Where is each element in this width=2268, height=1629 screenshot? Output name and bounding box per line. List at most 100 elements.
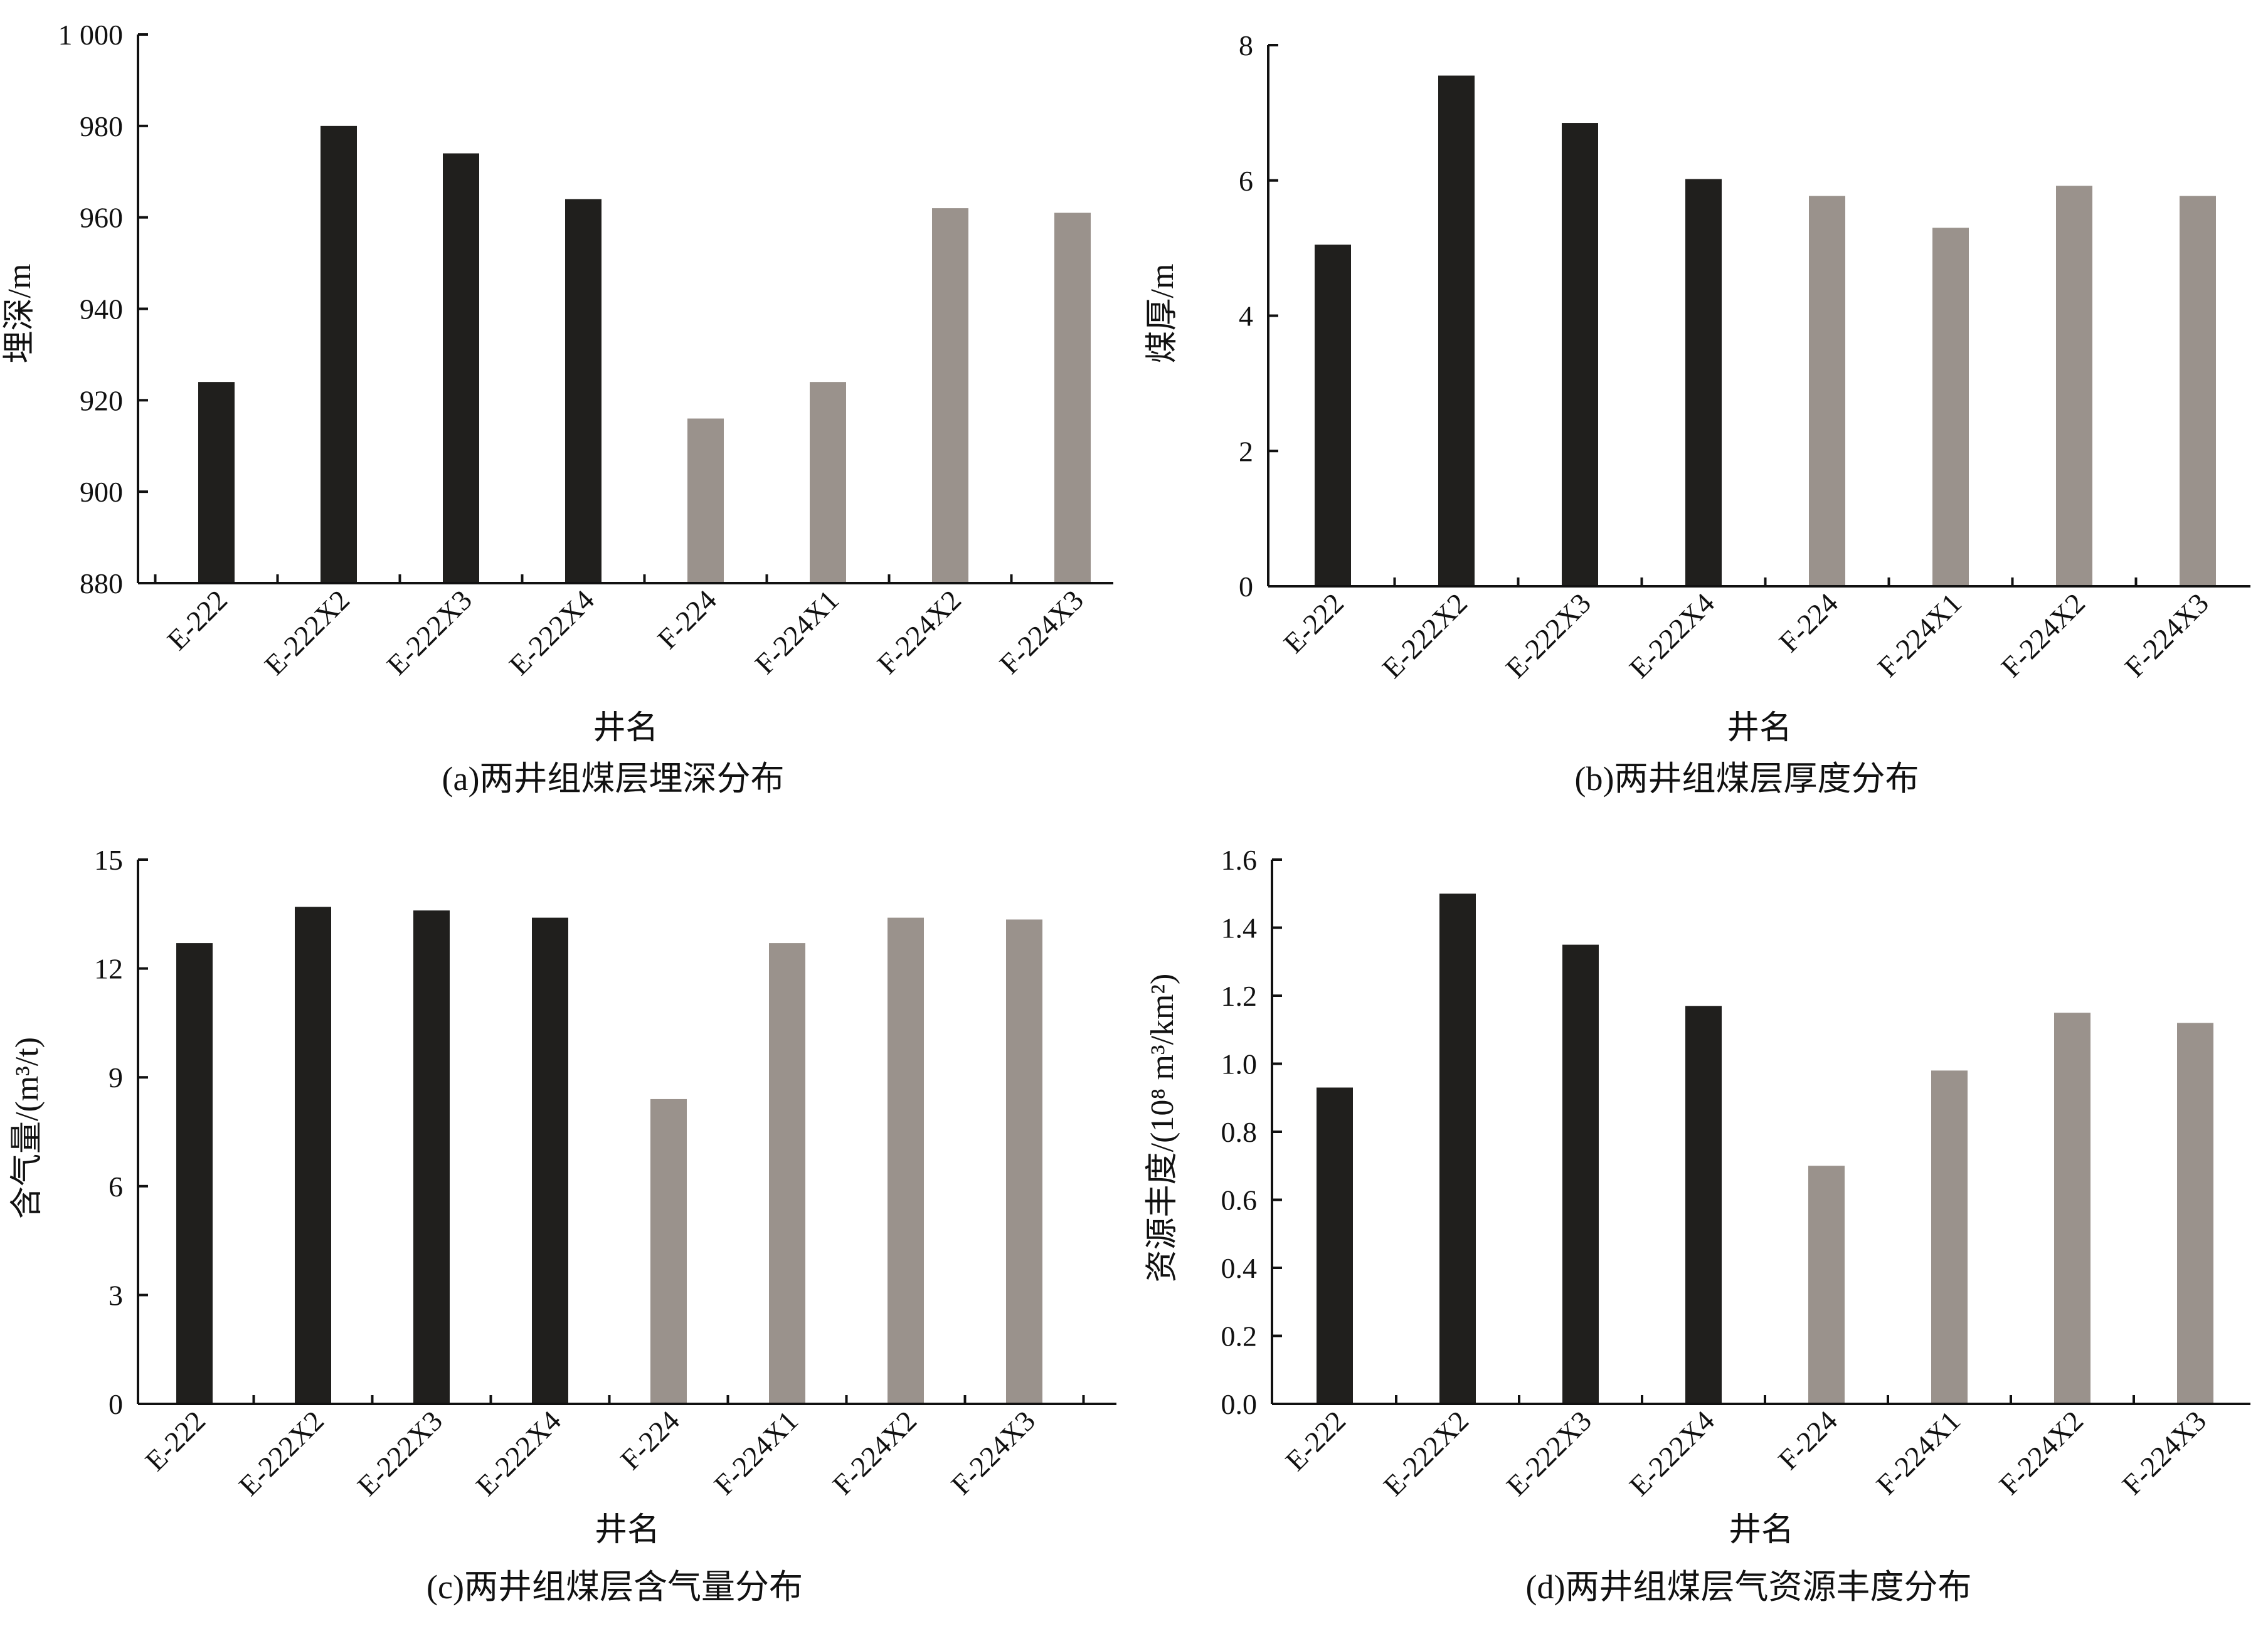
x-tick-label: F-224: [1773, 587, 1844, 658]
y-tick-label: 900: [80, 476, 123, 508]
bar-f-224x1: [810, 382, 846, 583]
x-tick-label: F-224: [614, 1405, 686, 1476]
bar-e-222: [1317, 1087, 1353, 1404]
bar-f-224x3: [1006, 919, 1042, 1404]
x-tick-label: E-222X4: [470, 1405, 567, 1502]
y-axis-label: 资源丰度/(10⁸ m³/km²): [1145, 974, 1180, 1283]
x-axis-label: 井名: [1727, 710, 1792, 746]
bar-e-222: [1315, 245, 1351, 586]
x-tick-label: F-224: [651, 584, 723, 655]
chart-caption: (b)两井组煤层厚度分布: [1575, 760, 1919, 798]
chart-panel-b: 0 2 4 6 8 E-222 E-222X2 E-222X3 E-222X4 F-224 F-22…: [1134, 0, 2268, 814]
x-tick-label: F-224X1: [1872, 587, 1968, 683]
bar-e-222x3: [1562, 123, 1598, 586]
x-tick-label: E-222X2: [233, 1405, 330, 1502]
y-tick-label: 0.4: [1221, 1252, 1258, 1284]
bar-f-224x1: [769, 943, 805, 1404]
x-tick-label: F-224X3: [994, 584, 1090, 680]
y-axis-label: 含气量/(m³/t): [9, 1037, 45, 1219]
bar-series: [1315, 75, 2216, 586]
y-tick-label: 0: [109, 1388, 123, 1420]
bar-e-222x2: [1438, 75, 1475, 586]
y-tick-label: 0.2: [1221, 1321, 1258, 1352]
x-tick-label: E-222: [1280, 1405, 1352, 1477]
chart-svg: 0 3 6 9 12 15 E-222 E-222X2 E-222X3 E-222X4 F-224 F…: [9, 844, 1116, 1606]
y-tick-label: 0.0: [1221, 1388, 1258, 1420]
bar-e-222x4: [565, 199, 601, 583]
bar-f-224x3: [1054, 213, 1091, 583]
x-tick-label: E-222X4: [1623, 587, 1720, 684]
bar-f-224x3: [2177, 1023, 2213, 1404]
x-axis-label: 井名: [593, 710, 658, 746]
bar-f-224: [650, 1099, 687, 1404]
y-tick-label: 980: [80, 110, 123, 142]
y-tick-label: 880: [80, 567, 123, 599]
x-tick-label: E-222X2: [1376, 587, 1473, 684]
bar-e-222x3: [443, 153, 479, 584]
bar-e-222x4: [1685, 179, 1722, 586]
bar-e-222x2: [1439, 894, 1476, 1404]
bar-f-224x2: [888, 917, 924, 1404]
y-tick-label: 1 000: [58, 19, 124, 51]
y-tick-label: 9: [109, 1062, 123, 1094]
y-tick-label: 920: [80, 384, 123, 416]
bar-series: [176, 907, 1042, 1404]
chart-panel-c: 0 3 6 9 12 15 E-222 E-222X2 E-222X3 E-222X4 F-224 F…: [0, 814, 1134, 1629]
y-tick-label: 1.4: [1221, 912, 1258, 944]
bar-e-222x2: [295, 907, 331, 1404]
bar-e-222x4: [1685, 1006, 1722, 1404]
y-tick-label: 8: [1239, 29, 1253, 61]
chart-caption: (d)两井组煤层气资源丰度分布: [1526, 1568, 1972, 1606]
y-tick-label: 6: [109, 1171, 123, 1203]
y-tick-label: 2: [1239, 435, 1253, 467]
bar-f-224x2: [2056, 186, 2092, 586]
x-tick-label: E-222X3: [351, 1405, 448, 1502]
y-tick-label: 3: [109, 1279, 123, 1311]
x-tick-label: E-222: [161, 584, 234, 656]
y-tick-label: 940: [80, 293, 123, 325]
bar-f-224x1: [1931, 1070, 1968, 1404]
y-tick-label: 1.6: [1221, 844, 1258, 876]
bar-e-222x3: [413, 910, 450, 1404]
x-tick-label: E-222X3: [1500, 1405, 1598, 1502]
x-tick-label: F-224X2: [1995, 587, 2092, 683]
x-tick-label: F-224: [1772, 1405, 1843, 1476]
chart-svg: 880 900 920 940 960 980 1 000 E-222 E-222X2 E-222…: [2, 19, 1113, 798]
bar-e-222: [198, 382, 235, 583]
y-tick-label: 6: [1239, 165, 1253, 197]
chart-caption: (c)两井组煤层含气量分布: [427, 1568, 803, 1606]
y-tick-label: 0.6: [1221, 1184, 1258, 1216]
x-tick-label: F-224X3: [2116, 1405, 2213, 1501]
bar-f-224x3: [2180, 196, 2216, 586]
y-tick-label: 0: [1239, 571, 1253, 603]
x-tick-label: F-224X2: [1993, 1405, 2090, 1501]
chart-caption: (a)两井组煤层埋深分布: [442, 760, 785, 798]
x-axis-label: 井名: [595, 1512, 660, 1548]
bar-e-222x3: [1562, 944, 1599, 1404]
bar-series: [198, 125, 1091, 584]
x-axis-label: 井名: [1729, 1512, 1794, 1548]
y-tick-label: 960: [80, 202, 123, 234]
x-tick-label: F-224X2: [871, 584, 968, 680]
bar-e-222x4: [532, 917, 568, 1404]
y-tick-label: 15: [94, 844, 123, 876]
bar-f-224x1: [1932, 228, 1969, 586]
bar-e-222x2: [321, 125, 357, 584]
chart-panel-d: 0.0 0.2 0.4 0.6 0.8 1.0 1.2 1.4 1.6 E-222 E-222X2 E…: [1134, 814, 2268, 1629]
x-tick-label: E-222X4: [1623, 1405, 1720, 1502]
x-tick-label: F-224X3: [945, 1405, 1042, 1501]
x-tick-label: E-222X3: [381, 584, 478, 681]
bar-f-224x2: [2054, 1013, 2090, 1404]
bar-f-224x2: [932, 208, 968, 583]
chart-panel-a: 880 900 920 940 960 980 1 000 E-222 E-222X2 E-222…: [0, 0, 1134, 814]
x-tick-label: E-222: [139, 1405, 212, 1477]
bar-f-224: [1808, 1166, 1845, 1404]
y-tick-label: 4: [1239, 300, 1253, 332]
x-tick-label: E-222X4: [503, 584, 600, 681]
y-axis-label: 埋深/m: [2, 264, 38, 364]
x-tick-label: F-224X2: [827, 1405, 923, 1501]
chart-svg: 0.0 0.2 0.4 0.6 0.8 1.0 1.2 1.4 1.6 E-222 E-222X2 E…: [1145, 844, 2250, 1606]
chart-svg: 0 2 4 6 8 E-222 E-222X2 E-222X3 E-222X4 F-224 F-22…: [1145, 29, 2250, 798]
y-axis-label: 煤厚/m: [1145, 264, 1180, 364]
